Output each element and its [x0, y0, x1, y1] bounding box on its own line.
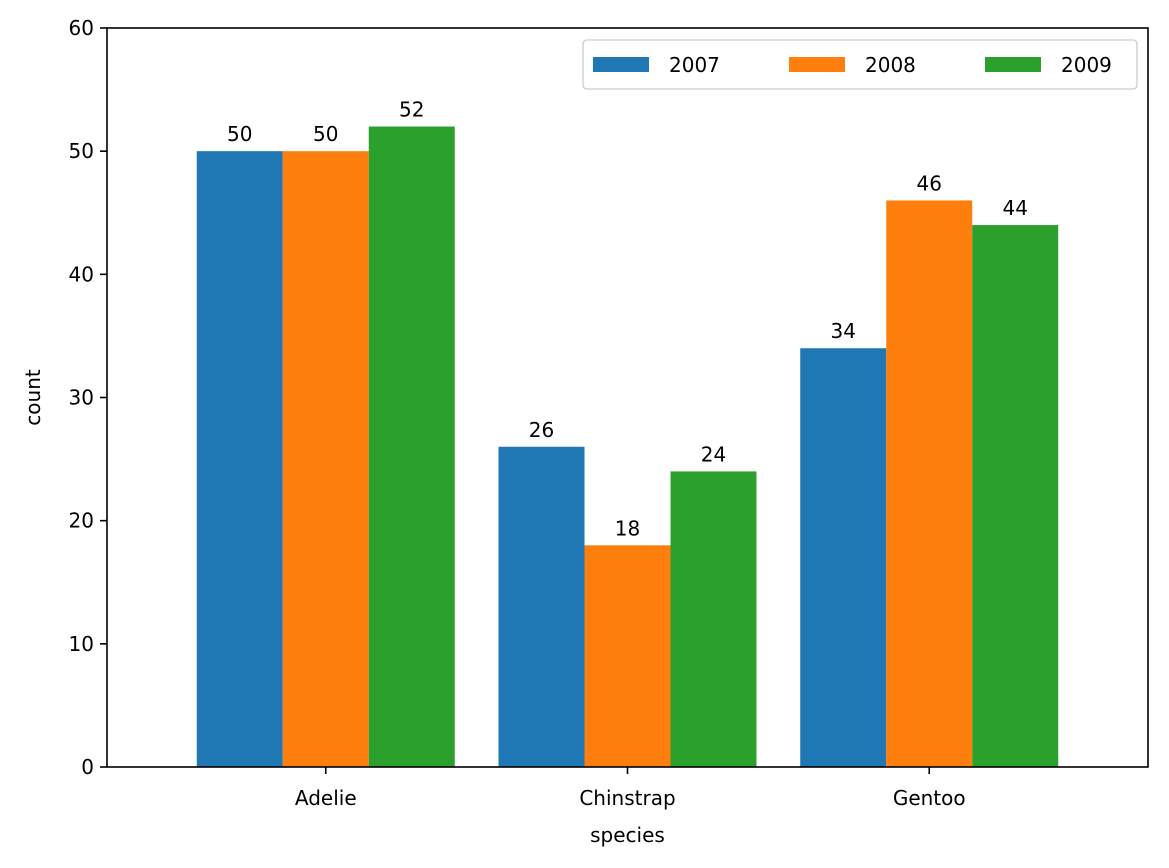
- x-axis: Adelie Chinstrap Gentoo: [295, 767, 966, 810]
- bar-2007-gentoo: [800, 348, 887, 767]
- legend-swatch-2007: [593, 57, 649, 72]
- x-axis-title: species: [590, 823, 665, 847]
- legend-label-2007: 2007: [669, 53, 720, 77]
- bar-2008-adelie: [282, 151, 369, 767]
- x-tick-label: Chinstrap: [579, 786, 675, 810]
- y-tick-label: 50: [69, 139, 94, 163]
- y-tick-label: 20: [69, 509, 94, 533]
- y-tick-label: 60: [69, 16, 94, 40]
- x-tick-label: Adelie: [295, 786, 357, 810]
- legend-frame: [582, 39, 1138, 90]
- bars-layer: [196, 126, 1059, 768]
- bar-2008-gentoo: [886, 200, 973, 767]
- bar-value-label: 26: [529, 418, 554, 442]
- bar-value-label: 52: [399, 98, 424, 122]
- bar-value-label: 34: [831, 319, 856, 343]
- bar-value-label: 50: [313, 122, 338, 146]
- bar-2007-adelie: [196, 151, 283, 767]
- legend-label-2008: 2008: [865, 53, 916, 77]
- y-tick-label: 40: [69, 262, 94, 286]
- y-tick-label: 30: [69, 386, 94, 410]
- y-tick-label: 10: [69, 632, 94, 656]
- legend-swatch-2008: [789, 57, 845, 72]
- bar-2009-adelie: [368, 126, 455, 768]
- bar-2008-chinstrap: [584, 545, 671, 767]
- bar-2007-chinstrap: [498, 446, 585, 767]
- legend-swatch-2009: [985, 57, 1041, 72]
- y-axis: 0 10 20 30 40 50 60: [69, 16, 107, 779]
- bar-2009-chinstrap: [670, 471, 757, 767]
- plot-frame: [106, 27, 1149, 768]
- x-tick-label: Gentoo: [893, 786, 966, 810]
- bar-value-label: 46: [917, 171, 942, 195]
- legend: 2007 2008 2009: [582, 39, 1138, 90]
- legend-label-2009: 2009: [1061, 53, 1112, 77]
- bar-value-label: 18: [615, 516, 640, 540]
- bar-value-label: 50: [227, 122, 252, 146]
- bar-value-label: 44: [1003, 196, 1028, 220]
- bar-labels-layer: 50 50 52 26 18 24 34 46 44: [227, 98, 1028, 541]
- bar-2009-gentoo: [972, 225, 1059, 768]
- y-axis-title: count: [21, 369, 45, 426]
- bar-value-label: 24: [701, 442, 726, 466]
- y-tick-label: 0: [81, 755, 94, 779]
